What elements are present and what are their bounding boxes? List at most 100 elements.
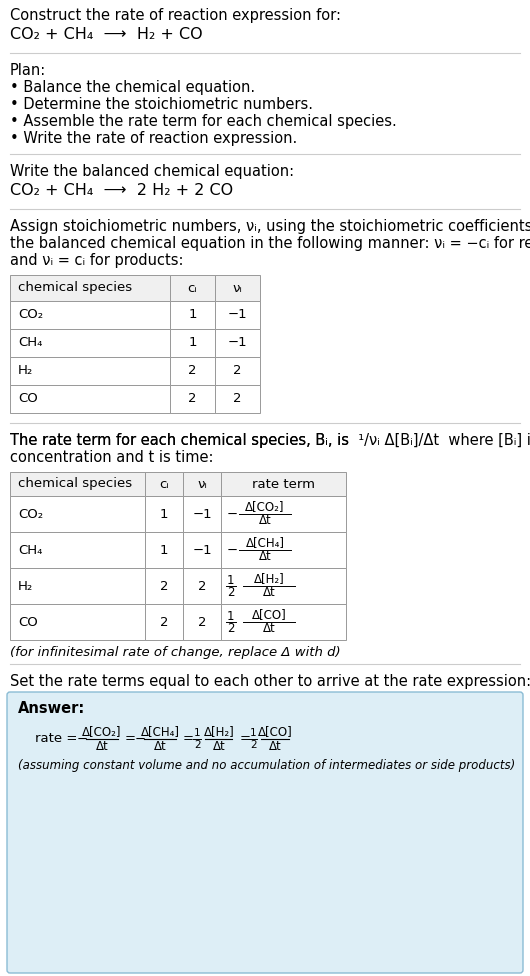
Bar — [183, 532, 221, 568]
Text: Δ[CO]: Δ[CO] — [252, 608, 286, 622]
Text: CO₂: CO₂ — [18, 508, 43, 520]
Text: Δt: Δt — [213, 741, 225, 753]
Text: the balanced chemical equation in the following manner: νᵢ = −cᵢ for reactants: the balanced chemical equation in the fo… — [10, 236, 530, 251]
Text: Δ[CO₂]: Δ[CO₂] — [245, 501, 285, 513]
Text: • Assemble the rate term for each chemical species.: • Assemble the rate term for each chemic… — [10, 114, 397, 129]
Text: 1: 1 — [160, 544, 168, 556]
Text: νᵢ: νᵢ — [197, 477, 207, 491]
Text: The rate term for each chemical species, Bᵢ, is  ¹/νᵢ Δ[Bᵢ]/Δt  where [Bᵢ] is th: The rate term for each chemical species,… — [10, 433, 530, 448]
Bar — [145, 532, 183, 568]
Bar — [10, 604, 145, 640]
Text: The rate term for each chemical species, Bᵢ, is: The rate term for each chemical species,… — [10, 433, 354, 448]
Text: 1: 1 — [227, 575, 234, 588]
Text: cᵢ: cᵢ — [188, 281, 197, 295]
Text: 2: 2 — [198, 580, 206, 592]
Bar — [10, 275, 170, 301]
Text: CH₄: CH₄ — [18, 337, 42, 349]
Text: 2: 2 — [227, 586, 234, 598]
Bar — [170, 275, 215, 301]
Text: −1: −1 — [192, 544, 212, 556]
Text: H₂: H₂ — [18, 364, 33, 378]
Text: Assign stoichiometric numbers, νᵢ, using the stoichiometric coefficients, cᵢ, fr: Assign stoichiometric numbers, νᵢ, using… — [10, 219, 530, 234]
Text: 2: 2 — [194, 740, 200, 750]
Text: CO₂ + CH₄  ⟶  2 H₂ + 2 CO: CO₂ + CH₄ ⟶ 2 H₂ + 2 CO — [10, 183, 233, 198]
Text: CO₂ + CH₄  ⟶  H₂ + CO: CO₂ + CH₄ ⟶ H₂ + CO — [10, 27, 202, 42]
Text: Δt: Δt — [154, 741, 166, 753]
Bar — [10, 301, 170, 329]
Text: Δ[H₂]: Δ[H₂] — [254, 573, 285, 586]
Bar — [215, 329, 260, 357]
Text: Δ[CH₄]: Δ[CH₄] — [245, 537, 285, 549]
Text: Δ[CH₄]: Δ[CH₄] — [140, 725, 180, 739]
Text: CO: CO — [18, 616, 38, 629]
Bar — [215, 301, 260, 329]
Text: concentration and t is time:: concentration and t is time: — [10, 450, 214, 465]
Text: 2: 2 — [227, 622, 234, 634]
Text: −: − — [77, 733, 88, 746]
Bar — [183, 472, 221, 496]
Bar — [170, 385, 215, 413]
Text: • Balance the chemical equation.: • Balance the chemical equation. — [10, 80, 255, 95]
Text: Write the balanced chemical equation:: Write the balanced chemical equation: — [10, 164, 294, 179]
Bar — [10, 329, 170, 357]
Text: rate term: rate term — [252, 477, 315, 491]
Text: −1: −1 — [228, 308, 248, 321]
Bar — [145, 472, 183, 496]
Text: CH₄: CH₄ — [18, 544, 42, 556]
Text: −: − — [135, 733, 146, 746]
Bar — [10, 385, 170, 413]
Text: 2: 2 — [233, 392, 242, 405]
Text: chemical species: chemical species — [18, 477, 132, 491]
Text: • Determine the stoichiometric numbers.: • Determine the stoichiometric numbers. — [10, 97, 313, 112]
Text: Plan:: Plan: — [10, 63, 46, 78]
Text: Δ[CO]: Δ[CO] — [258, 725, 293, 739]
Text: 2: 2 — [160, 580, 168, 592]
Text: 2: 2 — [198, 616, 206, 629]
Text: Δt: Δt — [263, 623, 276, 635]
Text: νᵢ: νᵢ — [233, 281, 242, 295]
Text: 1: 1 — [188, 308, 197, 321]
Text: =: = — [125, 733, 136, 746]
Text: Δt: Δt — [259, 550, 271, 563]
Bar — [170, 357, 215, 385]
Bar — [10, 472, 145, 496]
Bar — [215, 385, 260, 413]
Text: 2: 2 — [250, 740, 257, 750]
Text: Answer:: Answer: — [18, 701, 85, 716]
Text: 1: 1 — [250, 728, 257, 738]
Text: (for infinitesimal rate of change, replace Δ with d): (for infinitesimal rate of change, repla… — [10, 646, 341, 659]
Text: =: = — [240, 733, 251, 746]
Bar — [10, 532, 145, 568]
Bar — [221, 496, 346, 532]
Text: Δ[H₂]: Δ[H₂] — [204, 725, 234, 739]
Bar — [215, 357, 260, 385]
Bar — [183, 604, 221, 640]
Bar — [145, 568, 183, 604]
Bar — [183, 568, 221, 604]
Text: −: − — [227, 544, 238, 556]
Text: =: = — [183, 733, 194, 746]
Bar — [145, 604, 183, 640]
Text: cᵢ: cᵢ — [159, 477, 169, 491]
Text: Δt: Δt — [269, 741, 281, 753]
Text: 2: 2 — [160, 616, 168, 629]
Bar — [183, 496, 221, 532]
Text: H₂: H₂ — [18, 580, 33, 592]
Text: chemical species: chemical species — [18, 281, 132, 295]
Bar — [10, 357, 170, 385]
Text: 1: 1 — [160, 508, 168, 520]
Text: Construct the rate of reaction expression for:: Construct the rate of reaction expressio… — [10, 8, 341, 23]
Bar — [221, 568, 346, 604]
Text: 2: 2 — [188, 392, 197, 405]
Bar — [170, 301, 215, 329]
Text: Δ[CO₂]: Δ[CO₂] — [82, 725, 122, 739]
Bar — [170, 329, 215, 357]
Text: Δt: Δt — [259, 514, 271, 527]
Text: rate =: rate = — [35, 733, 82, 746]
Bar — [221, 472, 346, 496]
Text: CO₂: CO₂ — [18, 308, 43, 321]
Text: −1: −1 — [192, 508, 212, 520]
Text: 1: 1 — [188, 337, 197, 349]
Text: Set the rate terms equal to each other to arrive at the rate expression:: Set the rate terms equal to each other t… — [10, 674, 530, 689]
Text: 2: 2 — [188, 364, 197, 378]
